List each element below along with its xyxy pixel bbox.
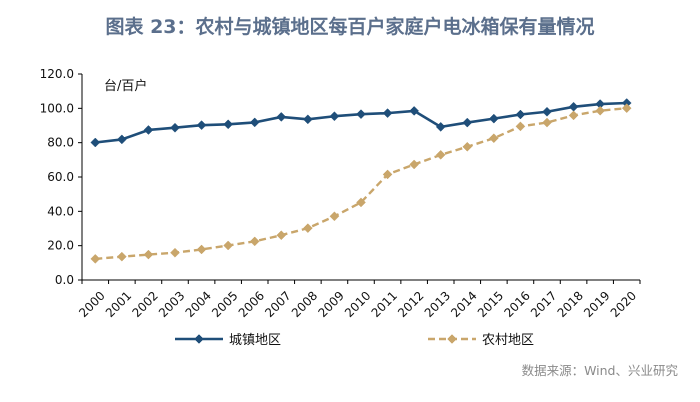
unit-label: 台/百户 — [104, 78, 147, 94]
data-point — [90, 137, 101, 148]
data-point — [409, 159, 419, 170]
x-tick-label: 2004 — [183, 289, 214, 320]
source-note: 数据来源：Wind、兴业研究 — [521, 363, 678, 378]
data-point — [276, 230, 287, 241]
data-point — [303, 114, 313, 125]
x-tick-labels: 2000200120022003200420052006200720082009… — [76, 289, 639, 320]
y-tick-labels: 0.0 20.0 40.0 60.0 80.0 100.0 120.0 — [40, 67, 74, 287]
x-tick-label: 2012 — [395, 289, 426, 320]
data-point — [462, 117, 473, 128]
x-tick-label: 2009 — [315, 289, 346, 320]
x-tick-label: 2014 — [448, 289, 479, 320]
x-tick-label: 2013 — [422, 289, 453, 320]
x-tick-label: 2017 — [528, 289, 559, 320]
x-tick-label: 2016 — [501, 289, 532, 320]
series-line — [95, 106, 627, 261]
data-point — [515, 109, 526, 120]
data-point — [568, 101, 579, 112]
series-layer — [90, 98, 632, 264]
y-tick-label: 120.0 — [40, 67, 74, 81]
data-point — [542, 117, 552, 128]
data-point — [489, 133, 499, 144]
legend-label: 农村地区 — [482, 333, 534, 348]
data-point — [303, 223, 313, 234]
y-tick-label: 40.0 — [47, 204, 74, 218]
data-point — [117, 134, 127, 145]
data-point — [117, 251, 127, 262]
y-tick-label: 20.0 — [47, 239, 74, 253]
x-tick-label: 2008 — [289, 289, 320, 320]
data-point — [90, 254, 101, 264]
data-point — [435, 150, 446, 160]
data-point — [276, 112, 287, 122]
x-tick-label: 2015 — [475, 289, 506, 320]
series-2 — [90, 103, 632, 264]
data-point — [409, 106, 419, 116]
data-point — [196, 244, 207, 255]
data-point — [382, 108, 393, 118]
data-point — [382, 169, 393, 180]
x-tick-label: 2007 — [262, 289, 293, 320]
x-tick-label: 2011 — [369, 289, 400, 320]
data-point — [356, 197, 366, 208]
x-tick-label: 2006 — [236, 289, 267, 320]
data-point — [170, 122, 180, 133]
x-tick-label: 2020 — [608, 289, 639, 320]
y-tick-label: 100.0 — [40, 101, 74, 115]
data-point — [595, 105, 605, 116]
data-point — [489, 113, 499, 124]
data-point — [143, 125, 154, 135]
data-point — [249, 236, 260, 247]
x-tick-label: 2019 — [581, 289, 612, 320]
data-point — [621, 103, 632, 114]
y-tick-label: 60.0 — [47, 170, 74, 184]
legend-item-2: 农村地区 — [428, 333, 534, 348]
y-tick-label: 0.0 — [55, 273, 74, 287]
data-point — [356, 109, 366, 120]
data-point — [329, 111, 340, 122]
legend-label: 城镇地区 — [229, 333, 281, 348]
data-point — [249, 117, 260, 128]
axes — [78, 73, 641, 284]
x-tick-label: 2002 — [129, 289, 160, 320]
x-tick-label: 2010 — [342, 289, 373, 320]
x-tick-label: 2001 — [103, 289, 134, 320]
data-point — [462, 141, 473, 152]
data-point — [542, 106, 552, 117]
data-point — [435, 122, 446, 132]
x-tick-label: 2005 — [209, 289, 240, 320]
data-point — [170, 247, 180, 258]
x-tick-label: 2018 — [555, 289, 586, 320]
y-tick-label: 80.0 — [47, 136, 74, 150]
legend: 城镇地区 农村地区 — [175, 333, 534, 348]
data-point — [329, 211, 340, 222]
data-point — [196, 120, 207, 131]
x-tick-label: 2003 — [156, 289, 187, 320]
data-point — [223, 240, 233, 251]
legend-item-1: 城镇地区 — [175, 333, 281, 348]
legend-marker — [447, 334, 457, 344]
data-point — [515, 121, 526, 132]
data-point — [568, 110, 579, 121]
series-1 — [90, 98, 632, 148]
data-point — [143, 249, 154, 260]
legend-marker — [194, 334, 204, 344]
data-point — [223, 119, 233, 130]
x-tick-label: 2000 — [76, 289, 107, 320]
chart-title: 图表 23：农村与城镇地区每百户家庭户电冰箱保有量情况 — [105, 16, 595, 38]
